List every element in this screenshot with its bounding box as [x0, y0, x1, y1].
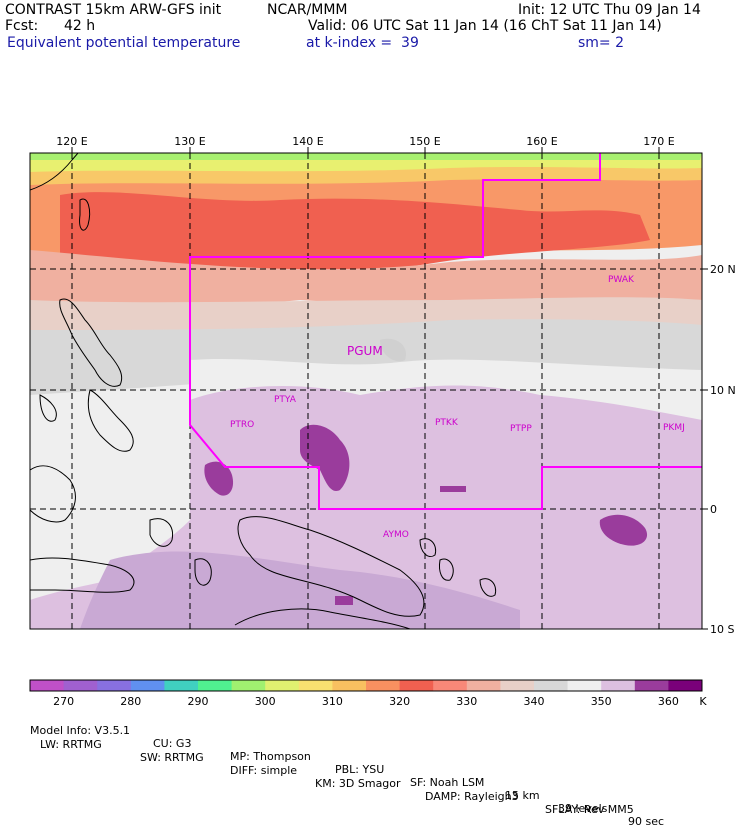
lon-label-120e: 120 E: [56, 135, 87, 148]
colorbar-label: 280: [120, 695, 141, 708]
colorbar-swatch: [30, 680, 65, 691]
lat-label-eq: 0: [710, 503, 717, 516]
colorbar-swatch: [198, 680, 233, 691]
colorbar-unit: K: [699, 695, 707, 708]
shortwave-scheme: SW: RRTMG: [140, 751, 204, 764]
forecast-label: Fcst:: [5, 18, 39, 34]
colorbar-frame: [29, 679, 703, 692]
lon-label-140e: 140 E: [292, 135, 323, 148]
valid-time: Valid: 06 UTC Sat 11 Jan 14 (16 ChT Sat …: [308, 18, 662, 34]
field-name: Equivalent potential temperature: [7, 35, 241, 51]
colorbar-label: 310: [322, 695, 343, 708]
colorbar-label: 340: [524, 695, 545, 708]
colorbar-label: 330: [456, 695, 477, 708]
station-pgum: PGUM: [347, 344, 383, 358]
station-ptya: PTYA: [274, 395, 297, 405]
station-ptkk: PTKK: [435, 418, 459, 428]
colorbar-swatch: [567, 680, 602, 691]
colorbar-label: 300: [255, 695, 276, 708]
model-title: CONTRAST 15km ARW-GFS init: [5, 2, 222, 18]
coastlines: [30, 153, 497, 629]
colorbar-label: 320: [389, 695, 410, 708]
theta-e-field: [30, 153, 702, 629]
colorbar-swatch: [668, 680, 703, 691]
lat-label-10s: 10 S: [710, 623, 734, 636]
colorbar-swatch: [366, 680, 401, 691]
cumulus-scheme: CU: G3: [153, 737, 192, 750]
microphysics-scheme: MP: Thompson: [230, 750, 311, 763]
smoothing-label: sm= 2: [578, 35, 625, 51]
colorbar-swatch: [601, 680, 636, 691]
station-aymo: AYMO: [383, 530, 409, 540]
lat-label-10n: 10 N: [710, 384, 736, 397]
lon-label-170e: 170 E: [643, 135, 674, 148]
surface-layer-scheme: SFLAY: Rev MM5: [545, 803, 634, 816]
weather-map: 120 E 130 E 140 E 150 E 160 E 170 E 20 N…: [29, 135, 736, 708]
colorbar-swatch: [265, 680, 300, 691]
colorbar-swatch: [63, 680, 98, 691]
station-ptro: PTRO: [230, 420, 254, 430]
colorbar-label: 270: [53, 695, 74, 708]
colorbar-swatch: [332, 680, 367, 691]
org-label: NCAR/MMM: [267, 2, 348, 18]
diffusion-scheme: DIFF: simple: [230, 764, 298, 777]
colorbar-swatch: [399, 680, 434, 691]
colorbar-swatch: [534, 680, 569, 691]
station-pwak: PWAK: [608, 275, 635, 285]
colorbar-label: 350: [591, 695, 612, 708]
colorbar-swatch: [231, 680, 266, 691]
forecast-hour: 42 h: [64, 18, 96, 34]
lat-label-20n: 20 N: [710, 263, 736, 276]
colorbar: [30, 680, 703, 691]
colorbar-swatch: [433, 680, 468, 691]
colorbar-swatch: [298, 680, 333, 691]
colorbar-swatch: [634, 680, 669, 691]
colorbar-swatch: [466, 680, 501, 691]
colorbar-swatch: [97, 680, 132, 691]
pbl-scheme: PBL: YSU: [335, 763, 385, 776]
lon-label-150e: 150 E: [409, 135, 440, 148]
colorbar-swatch: [164, 680, 199, 691]
colorbar-swatch: [500, 680, 535, 691]
model-info: Model Info: V3.5.1: [30, 724, 131, 737]
station-pkmj: PKMJ: [663, 423, 685, 433]
level-label: at k-index = 39: [306, 35, 419, 51]
colorbar-swatch: [130, 680, 165, 691]
damping-scheme: DAMP: Rayleigh3: [425, 790, 519, 803]
init-time: Init: 12 UTC Thu 09 Jan 14: [518, 2, 701, 18]
colorbar-label: 290: [188, 695, 209, 708]
footer-line-2: LW: RRTMG SW: RRTMG DIFF: simple KM: 3D …: [30, 725, 634, 816]
colorbar-label: 360: [658, 695, 679, 708]
lon-label-130e: 130 E: [174, 135, 205, 148]
station-ptpp: PTPP: [510, 424, 532, 434]
map-frame: [29, 152, 703, 630]
timestep: 90 sec: [628, 815, 665, 828]
lon-label-160e: 160 E: [526, 135, 557, 148]
forecast-region-boundary: [189, 153, 702, 510]
surface-scheme: SF: Noah LSM: [410, 776, 485, 789]
km-scheme: KM: 3D Smagor: [315, 777, 401, 790]
